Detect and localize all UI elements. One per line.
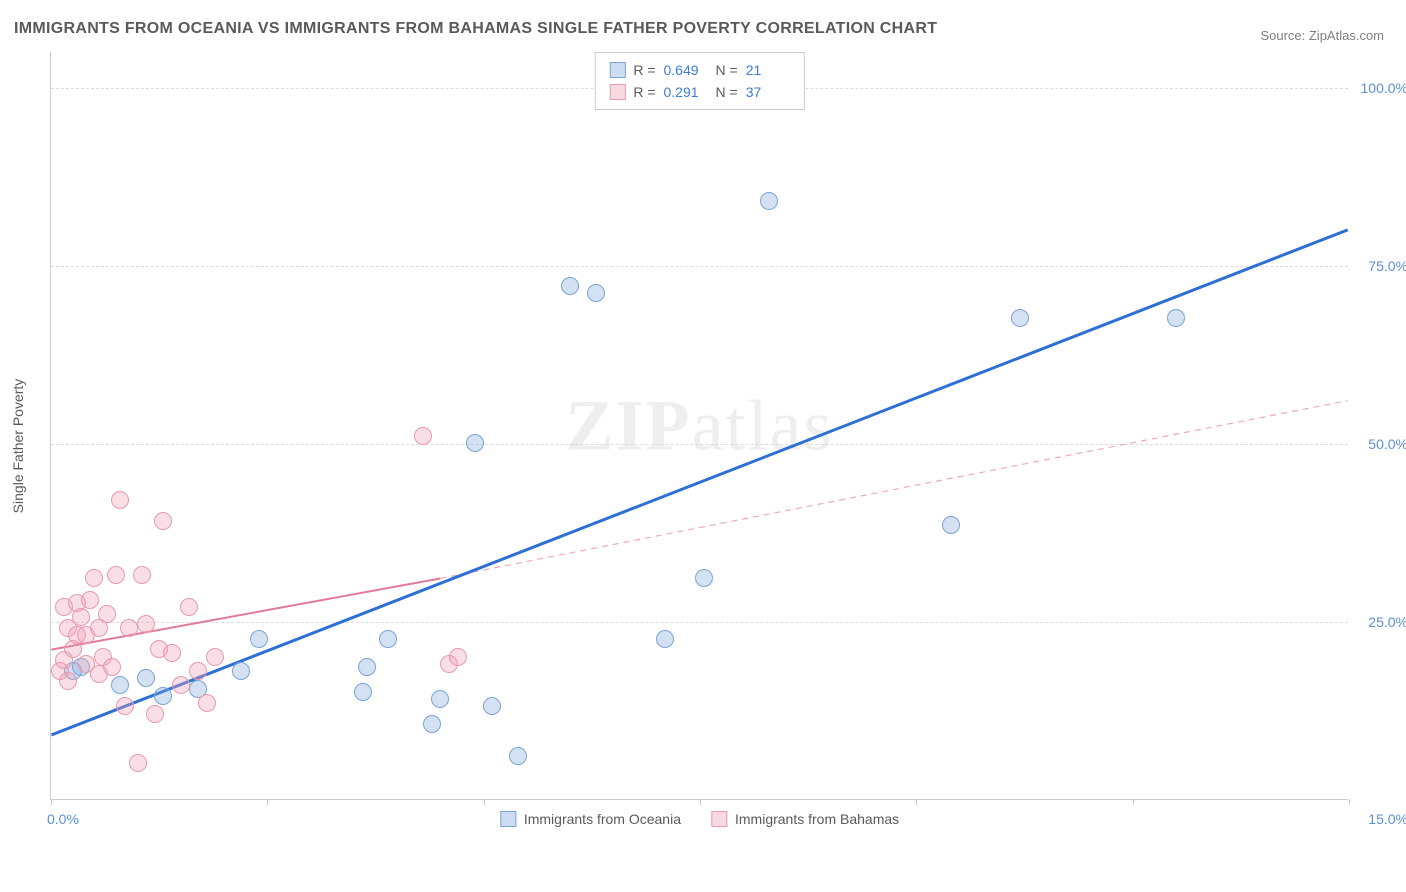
trend-lines xyxy=(51,52,1348,799)
swatch-blue-icon xyxy=(500,811,516,827)
data-point xyxy=(423,715,441,733)
data-point xyxy=(85,569,103,587)
r-value-bahamas: 0.291 xyxy=(664,84,708,100)
data-point xyxy=(98,605,116,623)
data-point xyxy=(120,619,138,637)
data-point xyxy=(509,747,527,765)
chart-title: IMMIGRANTS FROM OCEANIA VS IMMIGRANTS FR… xyxy=(14,20,937,38)
data-point xyxy=(189,662,207,680)
data-point xyxy=(354,683,372,701)
y-tick-label: 25.0% xyxy=(1368,614,1406,630)
data-point xyxy=(81,591,99,609)
legend-label-oceania: Immigrants from Oceania xyxy=(524,811,681,827)
data-point xyxy=(232,662,250,680)
stats-row-oceania: R = 0.649 N = 21 xyxy=(609,59,789,81)
data-point xyxy=(414,427,432,445)
data-point xyxy=(129,754,147,772)
r-value-oceania: 0.649 xyxy=(664,62,708,78)
y-tick-label: 100.0% xyxy=(1361,80,1406,96)
data-point xyxy=(1167,309,1185,327)
chart-plot-area: ZIPatlas 25.0%50.0%75.0%100.0% 0.0% 15.0… xyxy=(50,52,1348,800)
data-point xyxy=(561,277,579,295)
data-point xyxy=(172,676,190,694)
data-point xyxy=(587,284,605,302)
data-point xyxy=(133,566,151,584)
series-legend: Immigrants from Oceania Immigrants from … xyxy=(500,811,899,827)
data-point xyxy=(180,598,198,616)
x-tick xyxy=(1349,799,1350,805)
data-point xyxy=(59,672,77,690)
data-point xyxy=(466,434,484,452)
stats-row-bahamas: R = 0.291 N = 37 xyxy=(609,81,789,103)
data-point xyxy=(146,705,164,723)
source-label: Source: ZipAtlas.com xyxy=(1260,28,1384,43)
swatch-pink-icon xyxy=(609,84,625,100)
data-point xyxy=(154,512,172,530)
data-point xyxy=(111,676,129,694)
gridline xyxy=(51,622,1348,623)
swatch-blue-icon xyxy=(609,62,625,78)
data-point xyxy=(72,608,90,626)
swatch-pink-icon xyxy=(711,811,727,827)
gridline xyxy=(51,444,1348,445)
data-point xyxy=(163,644,181,662)
data-point xyxy=(379,630,397,648)
r-label: R = xyxy=(633,84,655,100)
watermark: ZIPatlas xyxy=(566,384,834,467)
data-point xyxy=(250,630,268,648)
data-point xyxy=(198,694,216,712)
stats-legend: R = 0.649 N = 21 R = 0.291 N = 37 xyxy=(594,52,804,110)
data-point xyxy=(483,697,501,715)
r-label: R = xyxy=(633,62,655,78)
legend-item-bahamas: Immigrants from Bahamas xyxy=(711,811,899,827)
data-point xyxy=(116,697,134,715)
x-tick xyxy=(1133,799,1134,805)
n-value-oceania: 21 xyxy=(746,62,790,78)
legend-label-bahamas: Immigrants from Bahamas xyxy=(735,811,899,827)
legend-item-oceania: Immigrants from Oceania xyxy=(500,811,681,827)
n-label: N = xyxy=(716,84,738,100)
data-point xyxy=(760,192,778,210)
watermark-left: ZIP xyxy=(566,385,692,465)
data-point xyxy=(137,615,155,633)
x-tick xyxy=(51,799,52,805)
n-value-bahamas: 37 xyxy=(746,84,790,100)
y-tick-label: 50.0% xyxy=(1368,436,1406,452)
gridline xyxy=(51,266,1348,267)
data-point xyxy=(449,648,467,666)
data-point xyxy=(1011,309,1029,327)
data-point xyxy=(431,690,449,708)
x-tick xyxy=(484,799,485,805)
y-axis-label: Single Father Poverty xyxy=(10,379,26,514)
n-label: N = xyxy=(716,62,738,78)
data-point xyxy=(111,491,129,509)
watermark-right: atlas xyxy=(692,385,834,465)
data-point xyxy=(103,658,121,676)
data-point xyxy=(942,516,960,534)
x-tick xyxy=(916,799,917,805)
data-point xyxy=(206,648,224,666)
x-tick xyxy=(267,799,268,805)
data-point xyxy=(358,658,376,676)
data-point xyxy=(107,566,125,584)
x-tick-max: 15.0% xyxy=(1368,811,1406,827)
y-tick-label: 75.0% xyxy=(1368,258,1406,274)
data-point xyxy=(656,630,674,648)
data-point xyxy=(154,687,172,705)
x-tick xyxy=(700,799,701,805)
data-point xyxy=(695,569,713,587)
x-tick-min: 0.0% xyxy=(47,811,79,827)
data-point xyxy=(137,669,155,687)
